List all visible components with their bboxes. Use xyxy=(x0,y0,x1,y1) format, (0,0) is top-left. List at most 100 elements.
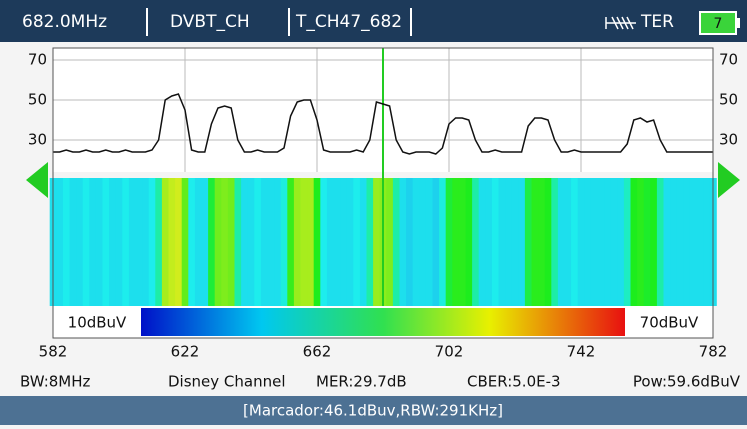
header-bar xyxy=(0,0,747,42)
waterfall-column xyxy=(676,178,684,306)
waterfall-column xyxy=(623,178,631,306)
waterfall-column xyxy=(333,178,341,306)
y-tick-label: 70 xyxy=(28,51,47,69)
waterfall-column xyxy=(201,178,209,306)
waterfall-column xyxy=(340,178,348,306)
power: Pow:59.6dBuV xyxy=(633,373,741,391)
footer-bar xyxy=(0,396,747,425)
waterfall-column xyxy=(122,178,130,306)
waterfall-column xyxy=(56,178,64,306)
waterfall-column xyxy=(346,178,354,306)
waterfall-column xyxy=(610,178,618,306)
waterfall-column xyxy=(538,178,546,306)
waterfall-column xyxy=(670,178,678,306)
waterfall-column xyxy=(399,178,407,306)
waterfall-column xyxy=(637,178,645,306)
waterfall-column xyxy=(597,178,605,306)
waterfall-column xyxy=(524,178,532,306)
colorbar xyxy=(141,308,625,336)
waterfall-column xyxy=(300,178,308,306)
waterfall-column xyxy=(630,178,638,306)
waterfall-column xyxy=(491,178,499,306)
waterfall-column xyxy=(181,178,189,306)
waterfall-column xyxy=(604,178,612,306)
waterfall-column xyxy=(280,178,288,306)
y-tick-label-right: 30 xyxy=(719,131,738,149)
waterfall-column xyxy=(650,178,658,306)
waterfall-column xyxy=(571,178,579,306)
plot-frame xyxy=(52,47,714,339)
waterfall-column xyxy=(689,178,697,306)
y-tick-label-right: 70 xyxy=(719,51,738,69)
battery-tip xyxy=(736,18,740,28)
waterfall-column xyxy=(584,178,592,306)
waterfall-column xyxy=(194,178,202,306)
waterfall-column xyxy=(531,178,539,306)
x-tick-label: 742 xyxy=(567,343,596,361)
cber: CBER:5.0E-3 xyxy=(467,373,561,391)
waterfall-column xyxy=(135,178,143,306)
waterfall-column xyxy=(353,178,361,306)
waterfall-column xyxy=(373,178,381,306)
waterfall-column xyxy=(155,178,163,306)
waterfall-column xyxy=(505,178,513,306)
y-tick-label: 30 xyxy=(28,131,47,149)
band: TER xyxy=(640,12,674,32)
waterfall-column xyxy=(366,178,374,306)
waterfall-column xyxy=(439,178,447,306)
waterfall-column xyxy=(267,178,275,306)
waterfall-column xyxy=(128,178,136,306)
waterfall-column xyxy=(287,178,295,306)
waterfall-column xyxy=(221,178,229,306)
waterfall-column xyxy=(82,178,90,306)
waterfall-column xyxy=(392,178,400,306)
waterfall-column xyxy=(188,178,196,306)
waterfall-column xyxy=(227,178,235,306)
waterfall-column xyxy=(89,178,97,306)
waterfall-column xyxy=(663,178,671,306)
waterfall-column xyxy=(307,178,315,306)
mode: DVBT_CH xyxy=(170,12,250,32)
waterfall-column xyxy=(498,178,506,306)
waterfall-column xyxy=(168,178,176,306)
waterfall-column xyxy=(175,178,183,306)
waterfall-column xyxy=(247,178,255,306)
x-tick-label: 702 xyxy=(435,343,464,361)
x-tick-label: 662 xyxy=(303,343,332,361)
waterfall-column xyxy=(432,178,440,306)
waterfall-column xyxy=(703,178,711,306)
waterfall-column xyxy=(326,178,334,306)
waterfall-column xyxy=(452,178,460,306)
frequency: 682.0MHz xyxy=(22,12,107,32)
waterfall-column xyxy=(465,178,473,306)
waterfall-column xyxy=(359,178,367,306)
waterfall-column xyxy=(109,178,117,306)
waterfall-column xyxy=(419,178,427,306)
colorbar-label: 70dBuV xyxy=(640,314,699,332)
waterfall-column xyxy=(313,178,321,306)
waterfall-column xyxy=(656,178,664,306)
waterfall-column xyxy=(412,178,420,306)
waterfall-column xyxy=(617,178,625,306)
x-tick-label: 622 xyxy=(171,343,200,361)
waterfall-column xyxy=(95,178,103,306)
bandwidth: BW:8MHz xyxy=(20,373,91,391)
waterfall-column xyxy=(406,178,414,306)
waterfall-column xyxy=(683,178,691,306)
waterfall-column xyxy=(69,178,77,306)
y-tick-label-right: 50 xyxy=(719,91,738,109)
waterfall-column xyxy=(564,178,572,306)
channel: T_CH47_682 xyxy=(295,12,402,32)
waterfall-column xyxy=(557,178,565,306)
waterfall-column xyxy=(425,178,433,306)
waterfall-column xyxy=(696,178,704,306)
mer: MER:29.7dB xyxy=(316,373,407,391)
waterfall-column xyxy=(62,178,70,306)
waterfall-column xyxy=(472,178,480,306)
service: Disney Channel xyxy=(168,373,286,391)
antenna-icon xyxy=(605,16,636,30)
waterfall-column xyxy=(260,178,268,306)
waterfall-column xyxy=(102,178,110,306)
waterfall-column xyxy=(445,178,453,306)
waterfall-column xyxy=(274,178,282,306)
